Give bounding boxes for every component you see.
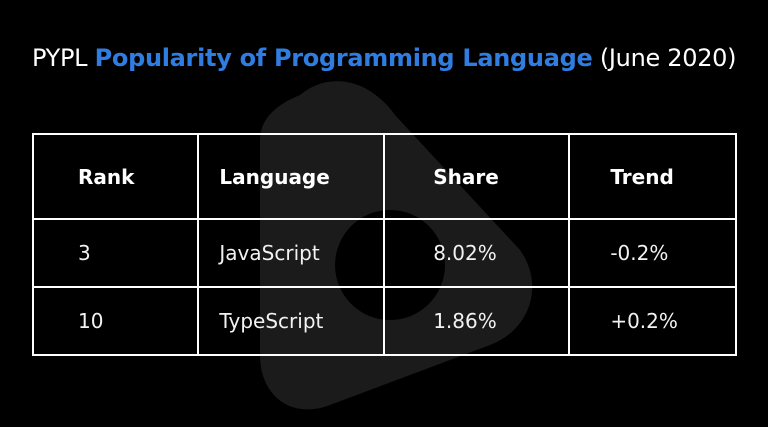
table-row: 10 TypeScript 1.86% +0.2% xyxy=(31,286,737,356)
header-cell: Rank xyxy=(31,133,200,220)
table-cell: JavaScript xyxy=(197,218,386,288)
table-row: 3 JavaScript 8.02% -0.2% xyxy=(31,218,737,288)
header-cell: Language xyxy=(197,133,386,220)
title: PYPL Popularity of Programming Language … xyxy=(32,44,737,72)
header-row: Rank Language Share Trend xyxy=(31,133,737,220)
header-cell: Share xyxy=(383,133,571,220)
table-cell: -0.2% xyxy=(568,218,737,288)
title-highlight: Popularity of Programming Language xyxy=(94,44,593,72)
title-prefix: PYPL xyxy=(32,44,88,72)
title-suffix: (June 2020) xyxy=(599,44,737,72)
table-cell: 1.86% xyxy=(383,286,571,356)
table-cell: 3 xyxy=(31,218,200,288)
table-cell: 8.02% xyxy=(383,218,571,288)
table: Rank Language Share Trend 3 JavaScript 8.02% -0… xyxy=(31,133,737,356)
table-cell: +0.2% xyxy=(568,286,737,356)
table-cell: 10 xyxy=(31,286,200,356)
table-cell: TypeScript xyxy=(197,286,386,356)
header-cell: Trend xyxy=(568,133,737,220)
